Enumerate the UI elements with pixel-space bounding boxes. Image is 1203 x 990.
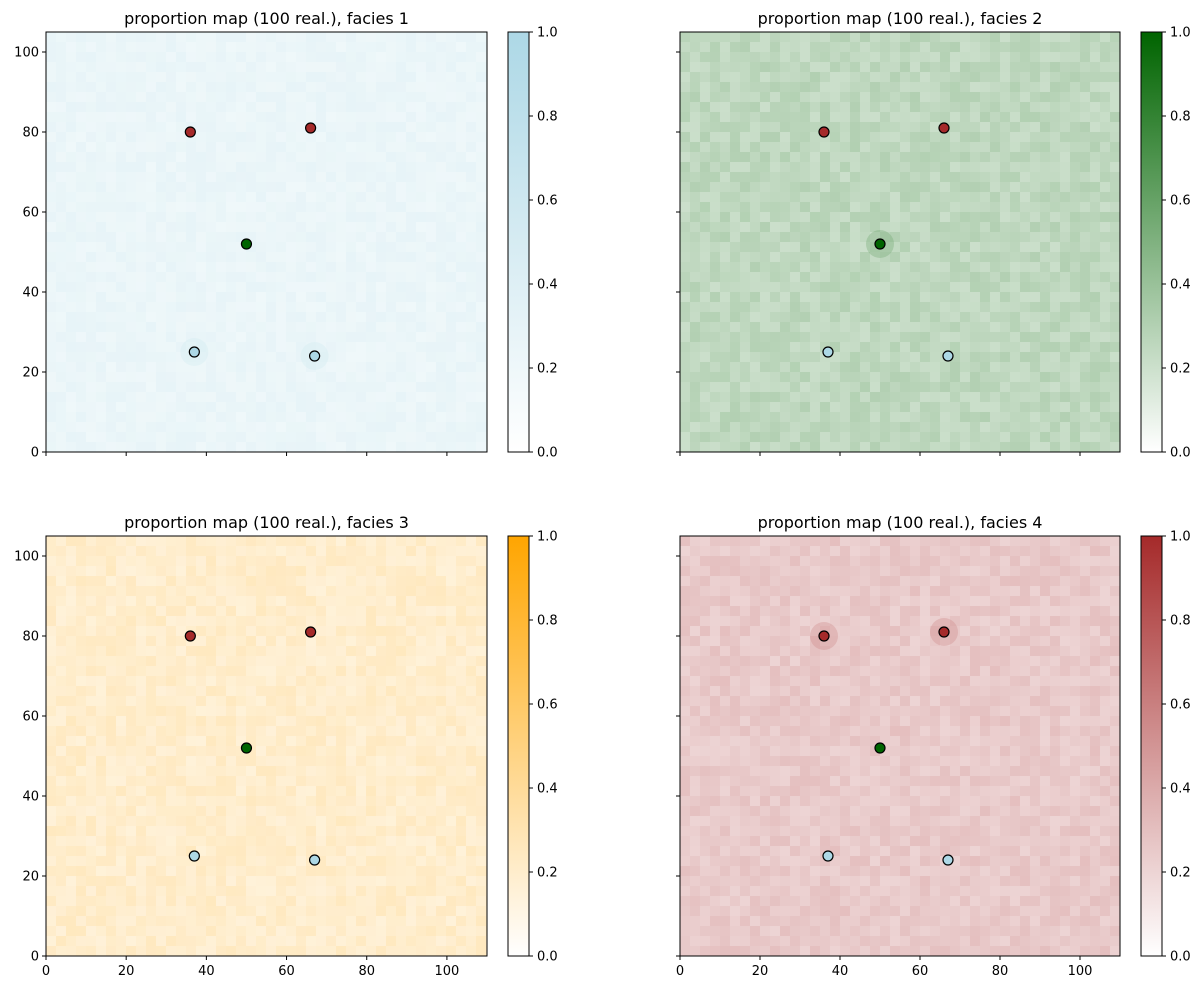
- colorbar-tick-label: 0.6: [537, 698, 558, 713]
- data-point: [188, 850, 200, 862]
- x-tick-label: 60: [278, 964, 295, 979]
- proportion-heatmap: [680, 32, 1120, 452]
- colorbar-tick-label: 0.0: [1170, 950, 1191, 965]
- y-tick-label: 60: [22, 206, 39, 221]
- proportion-heatmap: [46, 32, 487, 452]
- y-tick-label: 60: [22, 710, 39, 725]
- panel-facies-1: proportion map (100 real.), facies 1 0 20 4…: [14, 9, 558, 461]
- colorbar-tick-label: 0.2: [537, 866, 558, 881]
- y-tick-label: 0: [31, 950, 39, 965]
- panel-title: proportion map (100 real.), facies 4: [758, 513, 1043, 532]
- panel-facies-3: proportion map (100 real.), facies 3 0 20 4…: [14, 513, 558, 979]
- colorbar-tick-label: 1.0: [537, 530, 558, 545]
- colorbar-tick-label: 0.8: [1170, 110, 1191, 125]
- y-tick-label: 100: [14, 46, 39, 61]
- colorbar-tick-label: 1.0: [1170, 26, 1191, 41]
- data-point: [822, 346, 834, 358]
- x-tick-label: 100: [1068, 964, 1093, 979]
- y-tick-label: 80: [22, 630, 39, 645]
- x-tick-label: 80: [992, 964, 1009, 979]
- colorbar-tick-label: 0.2: [1170, 362, 1191, 377]
- axes-frame: [679, 535, 1121, 957]
- data-point: [188, 346, 200, 358]
- colorbar-tick-label: 0.0: [537, 446, 558, 461]
- data-point: [305, 626, 317, 638]
- colorbar-tick-label: 0.8: [537, 110, 558, 125]
- colorbar: [1140, 31, 1163, 453]
- data-point: [240, 238, 253, 250]
- colorbar-tick-label: 1.0: [537, 26, 558, 41]
- y-tick-label: 20: [22, 366, 39, 381]
- colorbar-tick-label: 1.0: [1170, 530, 1191, 545]
- data-point: [938, 626, 950, 638]
- data-point: [942, 350, 954, 362]
- x-tick-label: 0: [676, 964, 684, 979]
- y-tick-label: 20: [22, 870, 39, 885]
- x-tick-label: 60: [912, 964, 929, 979]
- x-tick-label: 20: [118, 964, 135, 979]
- axes-frame: [45, 31, 488, 453]
- colorbar: [507, 31, 530, 453]
- data-point: [942, 854, 954, 866]
- data-point: [822, 850, 834, 862]
- colorbar-tick-label: 0.2: [537, 362, 558, 377]
- colorbar-tick-label: 0.4: [537, 782, 558, 797]
- data-point: [309, 854, 321, 866]
- colorbar-tick-label: 0.0: [537, 950, 558, 965]
- data-point: [938, 122, 950, 134]
- panel-title: proportion map (100 real.), facies 2: [758, 9, 1043, 28]
- proportion-heatmap: [46, 536, 487, 956]
- x-tick-label: 100: [434, 964, 459, 979]
- data-point: [818, 126, 830, 138]
- y-tick-label: 80: [22, 126, 39, 141]
- panel-title: proportion map (100 real.), facies 1: [124, 9, 409, 28]
- colorbar-tick-label: 0.8: [1170, 614, 1191, 629]
- colorbar-tick-label: 0.4: [1170, 278, 1191, 293]
- colorbar-tick-label: 0.8: [537, 614, 558, 629]
- colorbar: [507, 535, 530, 957]
- colorbar-tick-label: 0.6: [1170, 194, 1191, 209]
- y-tick-label: 40: [22, 286, 39, 301]
- panel-facies-4: proportion map (100 real.), facies 4 0 20 4…: [676, 513, 1191, 979]
- y-tick-label: 0: [31, 446, 39, 461]
- data-point: [309, 350, 321, 362]
- axes-frame: [679, 31, 1121, 453]
- axes-frame: [45, 535, 488, 957]
- x-tick-label: 80: [358, 964, 375, 979]
- y-tick-label: 100: [14, 550, 39, 565]
- data-point: [305, 122, 317, 134]
- colorbar-tick-label: 0.4: [1170, 782, 1191, 797]
- x-tick-label: 0: [42, 964, 50, 979]
- colorbar-tick-label: 0.0: [1170, 446, 1191, 461]
- data-point: [240, 742, 253, 754]
- colorbar-tick-label: 0.6: [537, 194, 558, 209]
- panel-title: proportion map (100 real.), facies 3: [124, 513, 409, 532]
- colorbar: [1140, 535, 1163, 957]
- colorbar-tick-label: 0.2: [1170, 866, 1191, 881]
- data-point: [874, 742, 886, 754]
- proportion-heatmap: [680, 536, 1120, 956]
- data-point: [184, 630, 196, 642]
- data-point: [184, 126, 196, 138]
- x-tick-label: 20: [752, 964, 769, 979]
- x-tick-label: 40: [198, 964, 215, 979]
- data-point: [818, 630, 830, 642]
- y-tick-label: 40: [22, 790, 39, 805]
- panel-facies-2: proportion map (100 real.), facies 2 0.0 0…: [676, 9, 1191, 461]
- colorbar-tick-label: 0.4: [537, 278, 558, 293]
- colorbar-tick-label: 0.6: [1170, 698, 1191, 713]
- x-tick-label: 40: [832, 964, 849, 979]
- data-point: [874, 238, 886, 250]
